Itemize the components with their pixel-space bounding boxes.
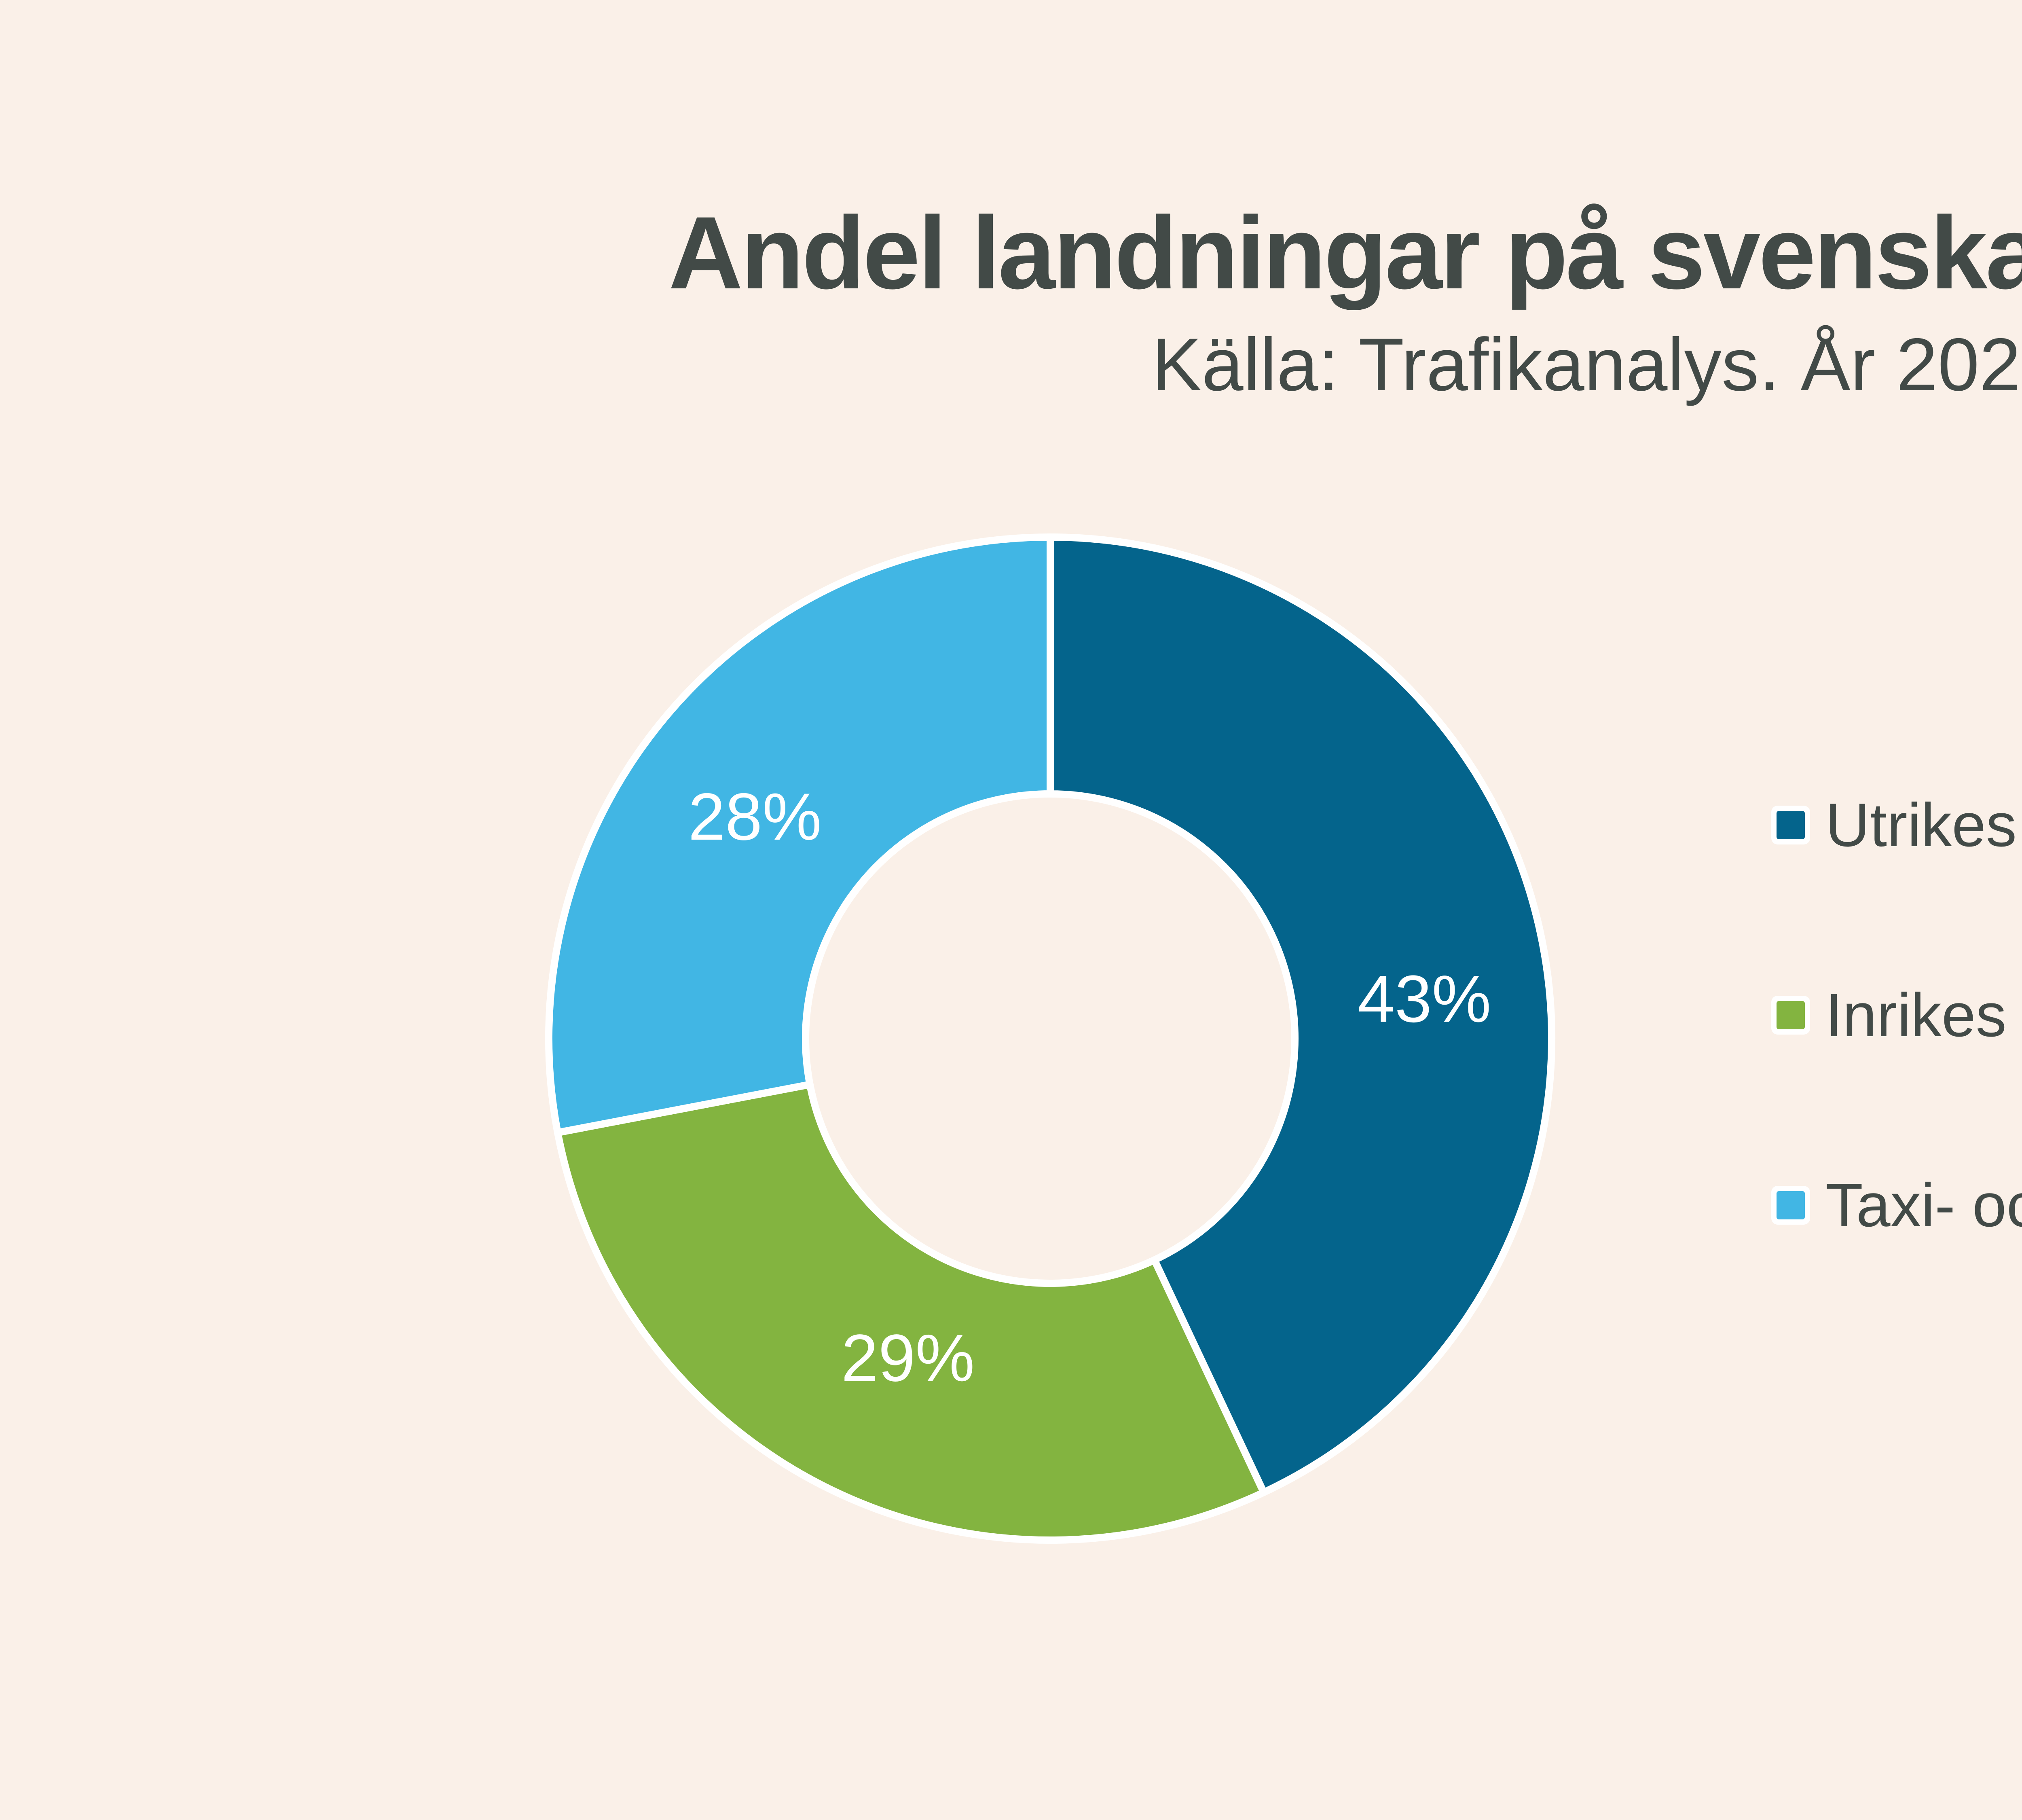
legend-label: Inrikes linje- och chartertrafik	[1825, 981, 2022, 1050]
slice-percent-label: 28%	[688, 779, 822, 854]
legend-swatch-box	[1771, 996, 1810, 1035]
slice-percent-label: 43%	[1358, 962, 1491, 1036]
legend: Utrikes linje- och chartertrafik Inrikes …	[1771, 794, 2022, 1376]
donut-chart: 43% 29% 28%	[545, 533, 1556, 1544]
donut-slice-3	[545, 533, 1054, 1136]
legend-swatch-icon	[1777, 1001, 1805, 1029]
legend-swatch-icon	[1777, 811, 1805, 839]
donut-slice-2	[554, 1081, 1267, 1544]
donut-slice-1	[1047, 533, 1556, 1496]
chart-subtitle: Källa: Trafikanalys. År 2024.	[1152, 323, 2022, 406]
legend-item-1: Utrikes linje- och chartertrafik	[1771, 794, 2022, 856]
chart-title: Andel landningar på svenska flygplatser	[668, 195, 2022, 311]
legend-swatch-box	[1771, 806, 1810, 844]
legend-item-3: Taxi- och övrig flygverksamhet	[1771, 1175, 2022, 1236]
legend-item-2: Inrikes linje- och chartertrafik	[1771, 984, 2022, 1046]
legend-label: Utrikes linje- och chartertrafik	[1825, 791, 2022, 859]
slice-percent-label: 29%	[841, 1321, 975, 1395]
legend-swatch-icon	[1777, 1191, 1805, 1219]
legend-swatch-box	[1771, 1186, 1810, 1225]
legend-label: Taxi- och övrig flygverksamhet	[1825, 1171, 2022, 1240]
